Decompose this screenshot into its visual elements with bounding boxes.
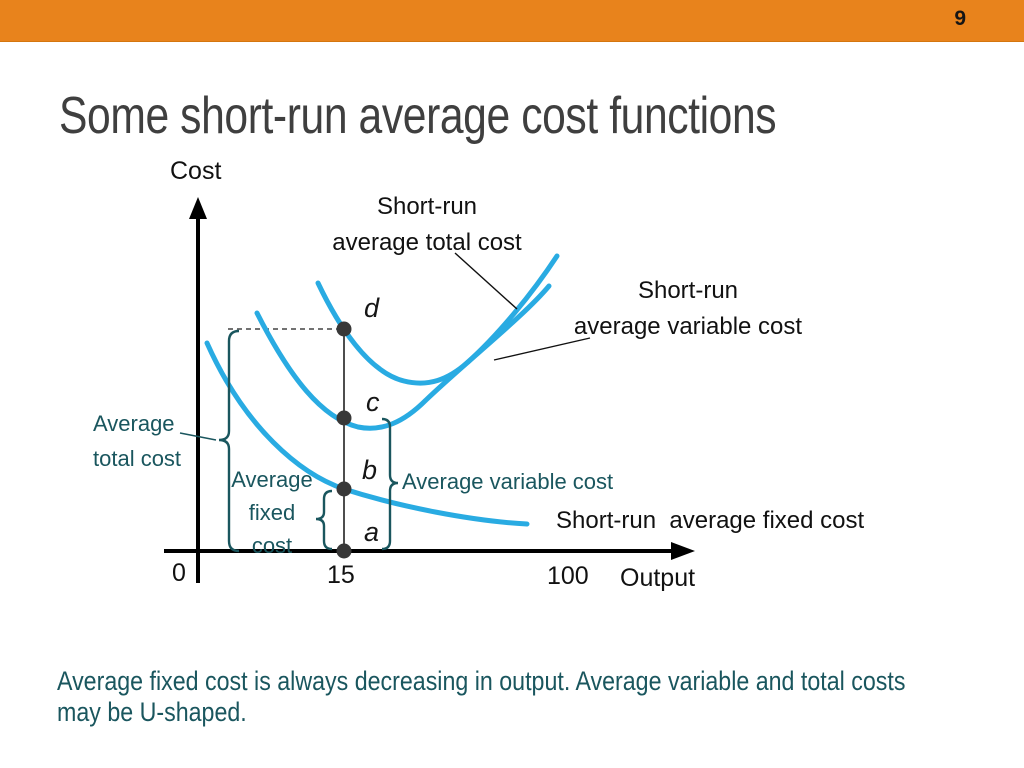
atc-brace (218, 329, 240, 553)
avc-segment-label: Average variable cost (402, 469, 614, 494)
point-b-label: b (362, 455, 378, 485)
slide-number: 9 (954, 7, 966, 30)
x-tick-100: 100 (547, 562, 589, 590)
atc-curve (315, 253, 560, 386)
point-b-dot (336, 481, 352, 497)
afc-segment-label-line2: fixed (248, 500, 296, 525)
atc-curve-label-line1: Short-run (376, 193, 478, 220)
x-axis-arrow-icon (671, 542, 695, 560)
afc-brace (315, 489, 333, 551)
caption-line2: may be U-shaped. (57, 697, 247, 727)
point-d-label: d (364, 293, 380, 323)
x-tick-15: 15 (327, 561, 355, 589)
y-axis-arrow-icon (189, 197, 207, 219)
avc-curve-label-line1: Short-run (637, 277, 739, 304)
avc-curve-label-line2: average variable cost (573, 313, 803, 340)
point-c-label: c (366, 387, 380, 417)
origin-tick-label: 0 (172, 559, 186, 587)
afc-segment-label-line3: cost (251, 533, 293, 558)
atc-segment-label: Average total cost (93, 406, 181, 476)
slide-title: Some short-run average cost functions (59, 87, 777, 145)
avc-label-connector (493, 337, 591, 361)
y-axis-label: Cost (170, 157, 222, 185)
atc-segment-label-line2: total cost (93, 446, 182, 471)
x-axis-label: Output (620, 564, 696, 592)
point-a-label: a (364, 517, 380, 547)
atc-curve-label: Short-run average total cost (287, 189, 567, 261)
afc-curve-label: Short-run average fixed cost (556, 507, 865, 534)
avc-brace (381, 417, 399, 551)
avc-curve (254, 283, 552, 431)
atc-curve-label-line2: average total cost (332, 229, 522, 256)
atc-brace-connector (179, 432, 217, 441)
point-c-dot (336, 410, 352, 426)
point-a-dot (336, 543, 352, 559)
atc-label-connector (454, 252, 518, 310)
afc-segment-label: Average fixed cost (224, 463, 320, 562)
atc-segment-label-line1: Average (93, 411, 175, 436)
top-accent-bar: 9 (0, 0, 1024, 42)
afc-segment-label-line1: Average (231, 467, 313, 492)
avc-curve-label: Short-run average variable cost (548, 273, 828, 345)
caption-line1: Average fixed cost is always decreasing … (57, 666, 906, 696)
point-d-dot (336, 321, 352, 337)
